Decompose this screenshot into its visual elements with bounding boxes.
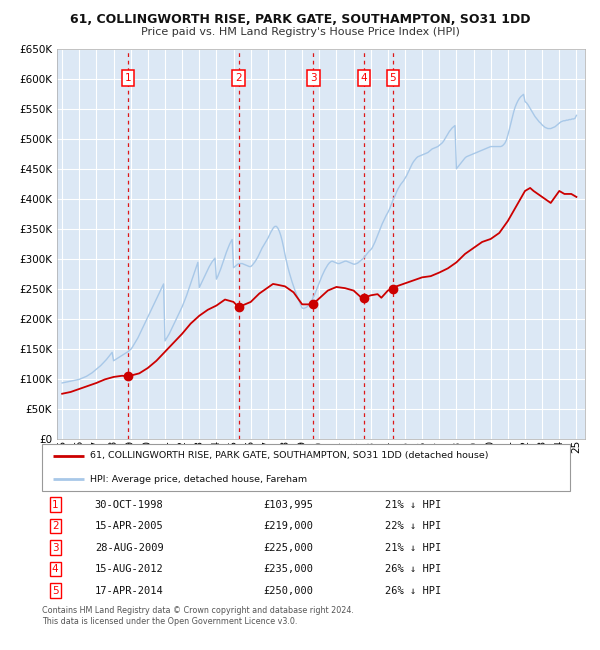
Text: This data is licensed under the Open Government Licence v3.0.: This data is licensed under the Open Gov… xyxy=(42,618,298,627)
Text: £103,995: £103,995 xyxy=(264,500,314,510)
Text: 15-APR-2005: 15-APR-2005 xyxy=(95,521,164,531)
Text: 2: 2 xyxy=(52,521,59,531)
Text: 3: 3 xyxy=(310,73,317,83)
Text: 3: 3 xyxy=(52,543,59,552)
Text: 26% ↓ HPI: 26% ↓ HPI xyxy=(385,586,442,595)
Text: 21% ↓ HPI: 21% ↓ HPI xyxy=(385,543,442,552)
Text: 61, COLLINGWORTH RISE, PARK GATE, SOUTHAMPTON, SO31 1DD (detached house): 61, COLLINGWORTH RISE, PARK GATE, SOUTHA… xyxy=(89,451,488,460)
Text: 61, COLLINGWORTH RISE, PARK GATE, SOUTHAMPTON, SO31 1DD: 61, COLLINGWORTH RISE, PARK GATE, SOUTHA… xyxy=(70,13,530,26)
Text: £225,000: £225,000 xyxy=(264,543,314,552)
Text: 21% ↓ HPI: 21% ↓ HPI xyxy=(385,500,442,510)
Text: HPI: Average price, detached house, Fareham: HPI: Average price, detached house, Fare… xyxy=(89,474,307,484)
Text: 4: 4 xyxy=(52,564,59,574)
Text: £250,000: £250,000 xyxy=(264,586,314,595)
Text: 5: 5 xyxy=(52,586,59,595)
Text: 26% ↓ HPI: 26% ↓ HPI xyxy=(385,564,442,574)
Text: 1: 1 xyxy=(52,500,59,510)
Text: 1: 1 xyxy=(124,73,131,83)
Text: 2: 2 xyxy=(235,73,242,83)
Text: 22% ↓ HPI: 22% ↓ HPI xyxy=(385,521,442,531)
Text: 30-OCT-1998: 30-OCT-1998 xyxy=(95,500,164,510)
Text: £219,000: £219,000 xyxy=(264,521,314,531)
Text: Contains HM Land Registry data © Crown copyright and database right 2024.: Contains HM Land Registry data © Crown c… xyxy=(42,606,354,615)
FancyBboxPatch shape xyxy=(42,444,570,491)
Text: Price paid vs. HM Land Registry's House Price Index (HPI): Price paid vs. HM Land Registry's House … xyxy=(140,27,460,37)
Text: 28-AUG-2009: 28-AUG-2009 xyxy=(95,543,164,552)
Text: 5: 5 xyxy=(389,73,396,83)
Text: 4: 4 xyxy=(361,73,368,83)
Text: 15-AUG-2012: 15-AUG-2012 xyxy=(95,564,164,574)
Text: 17-APR-2014: 17-APR-2014 xyxy=(95,586,164,595)
Text: £235,000: £235,000 xyxy=(264,564,314,574)
